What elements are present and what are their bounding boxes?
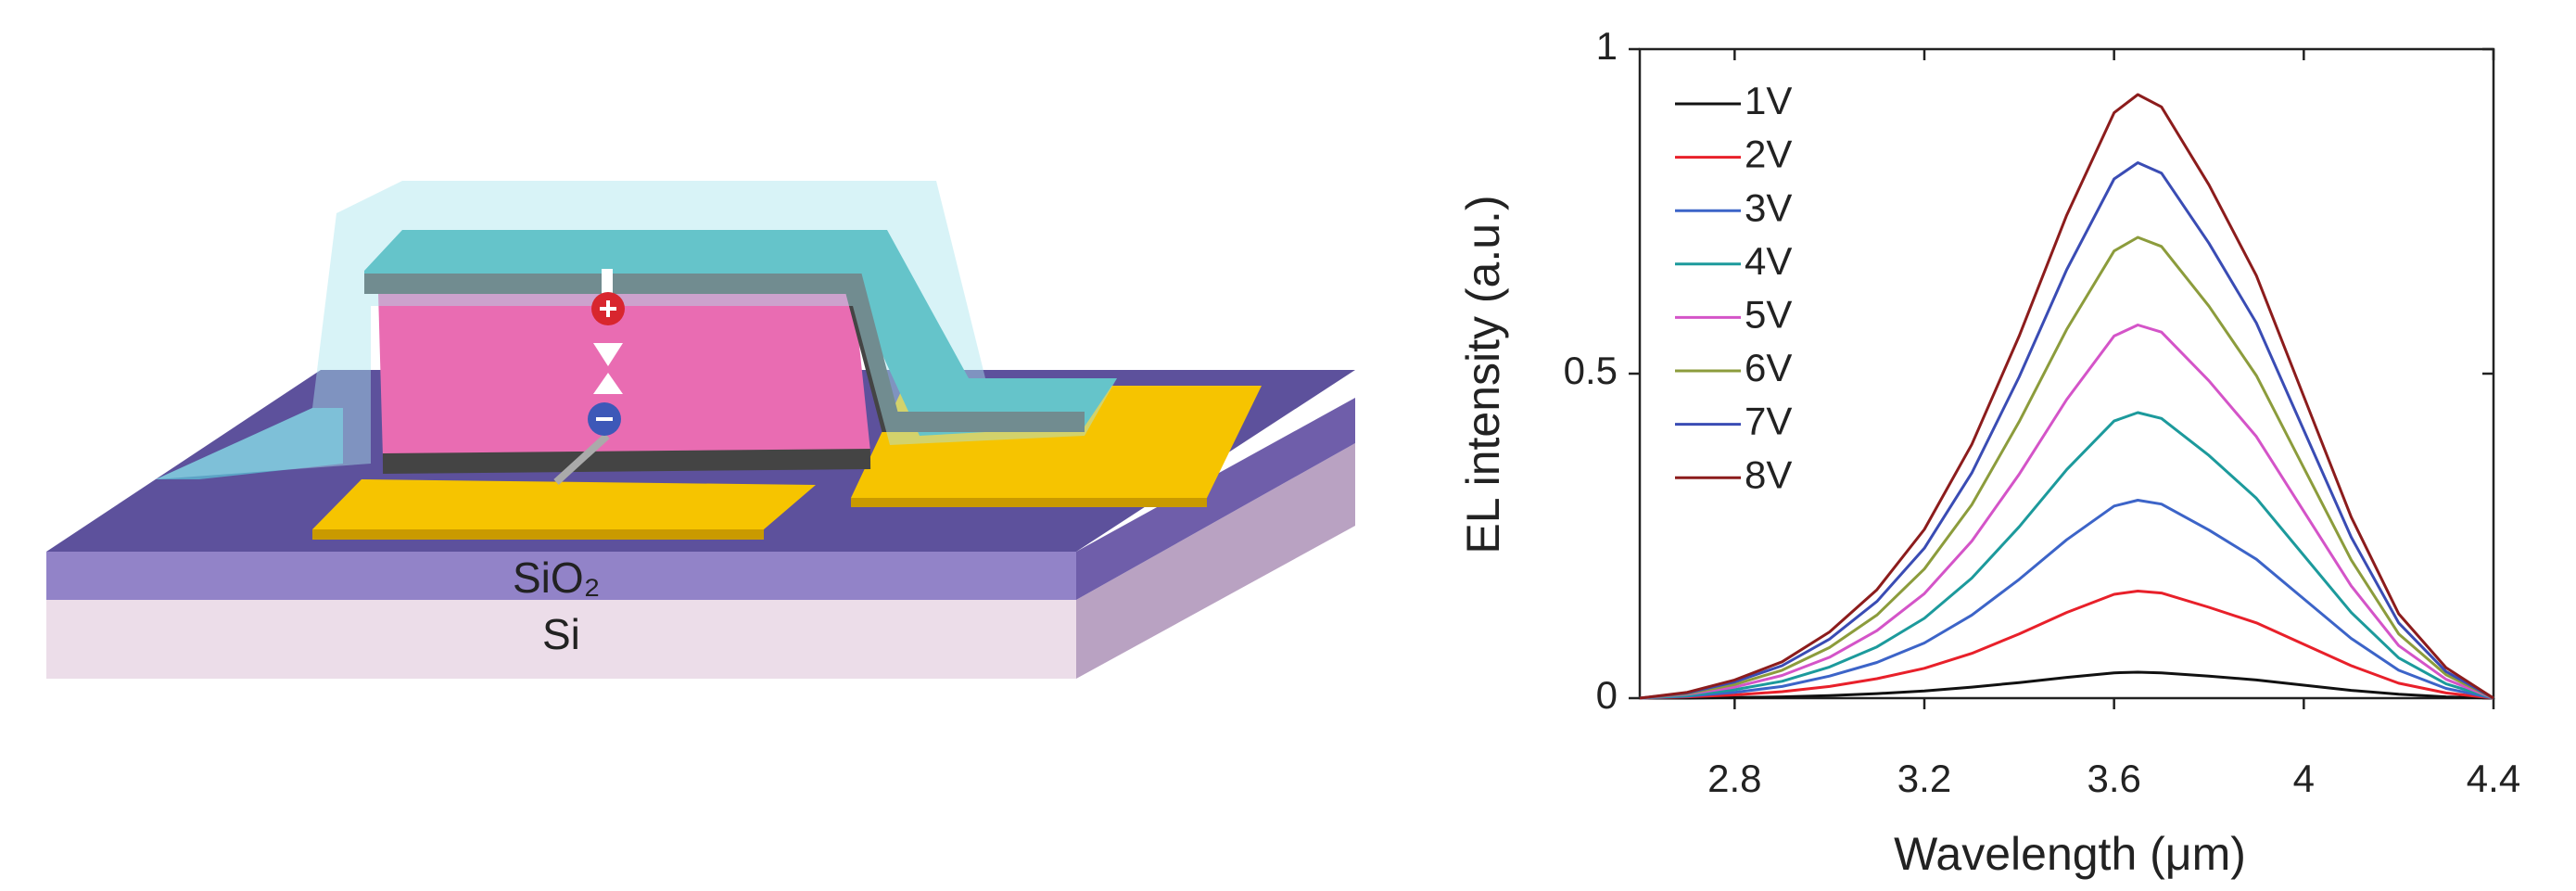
x-tick-label: 4: [2293, 757, 2315, 800]
y-tick-label: 1: [1596, 24, 1618, 68]
x-tick-label: 3.6: [2087, 757, 2140, 800]
perovskite: [378, 292, 870, 457]
x-tick-label: 3.2: [1897, 757, 1951, 800]
bottom-layer: [383, 459, 870, 464]
chart: Wavelength (μm) EL intensity (a.u.) 0 0.5…: [1457, 24, 2520, 880]
legend-label: 4V: [1745, 239, 1792, 283]
gold-left: [312, 479, 816, 529]
legend-label: 2V: [1745, 133, 1792, 176]
y-tick-label: 0: [1596, 673, 1618, 717]
layer-label: SiO₂: [513, 554, 601, 602]
y-tick-label: 0.5: [1564, 349, 1618, 392]
x-tick-label: 4.4: [2467, 757, 2520, 800]
legend-label: 3V: [1745, 185, 1792, 229]
gold-left-edge: [312, 529, 764, 540]
x-axis-label: Wavelength (μm): [1894, 828, 2246, 880]
series-line: [1640, 592, 2494, 699]
legend-label: 7V: [1745, 400, 1792, 443]
figure: SiO₂ Si Wavelength (μm) EL intensity (a.…: [0, 0, 2576, 891]
legend-label: 6V: [1745, 346, 1792, 389]
gold-right-edge: [851, 498, 1207, 507]
legend-label: 8V: [1745, 452, 1792, 496]
legend-label: 1V: [1745, 79, 1792, 122]
legend-label: 5V: [1745, 292, 1792, 336]
device-diagram: SiO₂ Si: [46, 181, 1355, 679]
x-tick-label: 2.8: [1707, 757, 1761, 800]
y-axis-label: EL intensity (a.u.): [1457, 195, 1509, 554]
layer-label: Si: [542, 610, 580, 658]
